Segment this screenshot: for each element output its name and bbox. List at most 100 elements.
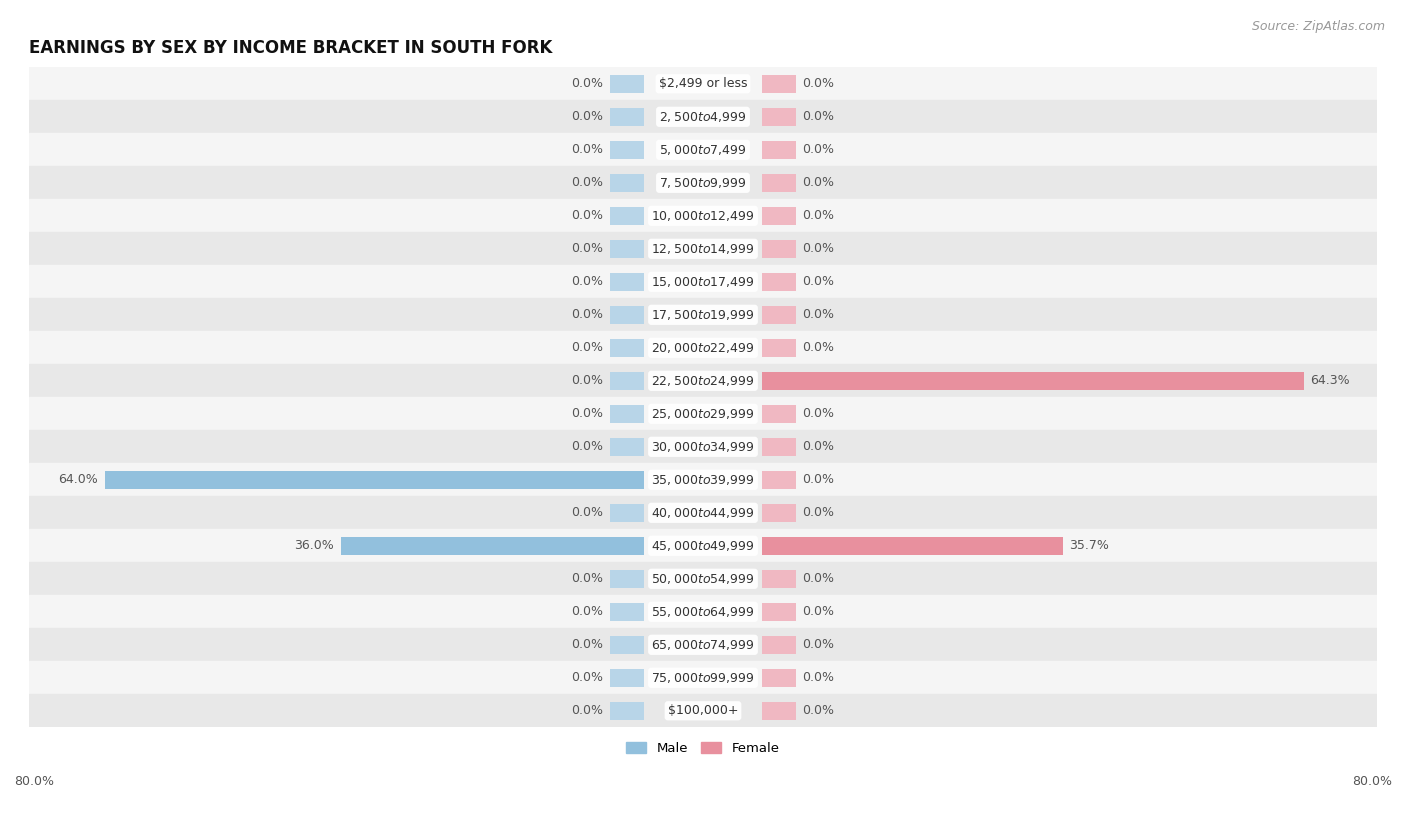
Text: 0.0%: 0.0% [572, 672, 603, 685]
Text: $75,000 to $99,999: $75,000 to $99,999 [651, 671, 755, 685]
Text: 0.0%: 0.0% [572, 111, 603, 123]
Text: 0.0%: 0.0% [572, 606, 603, 619]
Text: 0.0%: 0.0% [803, 177, 834, 190]
Bar [610, 372, 644, 390]
Bar [30, 529, 1376, 562]
Bar [762, 173, 796, 192]
Bar [30, 331, 1376, 365]
Bar [762, 240, 796, 258]
Bar [762, 75, 796, 93]
Bar [762, 141, 796, 159]
Text: 0.0%: 0.0% [803, 638, 834, 651]
Text: 0.0%: 0.0% [572, 407, 603, 420]
Text: $20,000 to $22,499: $20,000 to $22,499 [651, 341, 755, 355]
Bar [105, 470, 644, 489]
Text: 64.3%: 64.3% [1310, 374, 1350, 387]
Text: $30,000 to $34,999: $30,000 to $34,999 [651, 440, 755, 453]
Text: 0.0%: 0.0% [572, 341, 603, 354]
Text: 0.0%: 0.0% [572, 209, 603, 222]
Bar [762, 306, 796, 324]
Text: $12,500 to $14,999: $12,500 to $14,999 [651, 242, 755, 256]
Text: 0.0%: 0.0% [572, 143, 603, 156]
Bar [610, 570, 644, 588]
Bar [30, 265, 1376, 298]
Bar [30, 694, 1376, 727]
Text: 0.0%: 0.0% [803, 209, 834, 222]
Text: $15,000 to $17,499: $15,000 to $17,499 [651, 275, 755, 289]
Bar [30, 595, 1376, 628]
Text: 35.7%: 35.7% [1070, 540, 1109, 552]
Bar [610, 405, 644, 423]
Text: 0.0%: 0.0% [572, 506, 603, 519]
Text: 0.0%: 0.0% [572, 440, 603, 453]
Bar [610, 207, 644, 225]
Bar [30, 298, 1376, 331]
Text: 0.0%: 0.0% [572, 243, 603, 256]
Bar [30, 397, 1376, 431]
Text: $5,000 to $7,499: $5,000 to $7,499 [659, 142, 747, 157]
Bar [30, 365, 1376, 397]
Text: 0.0%: 0.0% [803, 341, 834, 354]
Text: $100,000+: $100,000+ [668, 704, 738, 717]
Text: 0.0%: 0.0% [572, 77, 603, 90]
Bar [30, 199, 1376, 232]
Bar [340, 536, 644, 555]
Text: 0.0%: 0.0% [803, 309, 834, 322]
Bar [610, 636, 644, 654]
Bar [30, 431, 1376, 463]
Bar [610, 504, 644, 522]
Text: 0.0%: 0.0% [803, 275, 834, 288]
Text: 0.0%: 0.0% [572, 374, 603, 387]
Bar [30, 562, 1376, 595]
Text: 0.0%: 0.0% [572, 275, 603, 288]
Text: EARNINGS BY SEX BY INCOME BRACKET IN SOUTH FORK: EARNINGS BY SEX BY INCOME BRACKET IN SOU… [30, 39, 553, 58]
Bar [762, 669, 796, 687]
Bar [610, 240, 644, 258]
Text: $2,499 or less: $2,499 or less [659, 77, 747, 90]
Bar [610, 306, 644, 324]
Text: $50,000 to $54,999: $50,000 to $54,999 [651, 571, 755, 586]
Bar [30, 100, 1376, 133]
Bar [762, 470, 796, 489]
Text: $55,000 to $64,999: $55,000 to $64,999 [651, 605, 755, 619]
Text: 0.0%: 0.0% [803, 606, 834, 619]
Text: 0.0%: 0.0% [803, 143, 834, 156]
Bar [30, 68, 1376, 100]
Text: 0.0%: 0.0% [572, 638, 603, 651]
Text: 0.0%: 0.0% [572, 177, 603, 190]
Text: 0.0%: 0.0% [803, 111, 834, 123]
Bar [610, 339, 644, 357]
Bar [762, 702, 796, 720]
Legend: Male, Female: Male, Female [621, 737, 785, 760]
Bar [762, 504, 796, 522]
Bar [762, 570, 796, 588]
Bar [762, 602, 796, 621]
Text: $10,000 to $12,499: $10,000 to $12,499 [651, 209, 755, 223]
Text: $35,000 to $39,999: $35,000 to $39,999 [651, 473, 755, 487]
Bar [30, 166, 1376, 199]
Bar [762, 405, 796, 423]
Bar [610, 173, 644, 192]
Bar [610, 107, 644, 126]
Bar [610, 75, 644, 93]
Bar [762, 107, 796, 126]
Text: $2,500 to $4,999: $2,500 to $4,999 [659, 110, 747, 124]
Text: 0.0%: 0.0% [803, 77, 834, 90]
Bar [762, 438, 796, 456]
Bar [30, 628, 1376, 661]
Text: $7,500 to $9,999: $7,500 to $9,999 [659, 176, 747, 190]
Bar [762, 372, 1303, 390]
Text: $40,000 to $44,999: $40,000 to $44,999 [651, 505, 755, 520]
Bar [30, 232, 1376, 265]
Bar [610, 273, 644, 291]
Text: 0.0%: 0.0% [803, 672, 834, 685]
Bar [30, 463, 1376, 497]
Text: 80.0%: 80.0% [1353, 775, 1392, 788]
Text: 0.0%: 0.0% [803, 704, 834, 717]
Text: 0.0%: 0.0% [803, 572, 834, 585]
Bar [30, 133, 1376, 166]
Text: 80.0%: 80.0% [14, 775, 53, 788]
Bar [610, 141, 644, 159]
Bar [610, 602, 644, 621]
Text: $17,500 to $19,999: $17,500 to $19,999 [651, 308, 755, 322]
